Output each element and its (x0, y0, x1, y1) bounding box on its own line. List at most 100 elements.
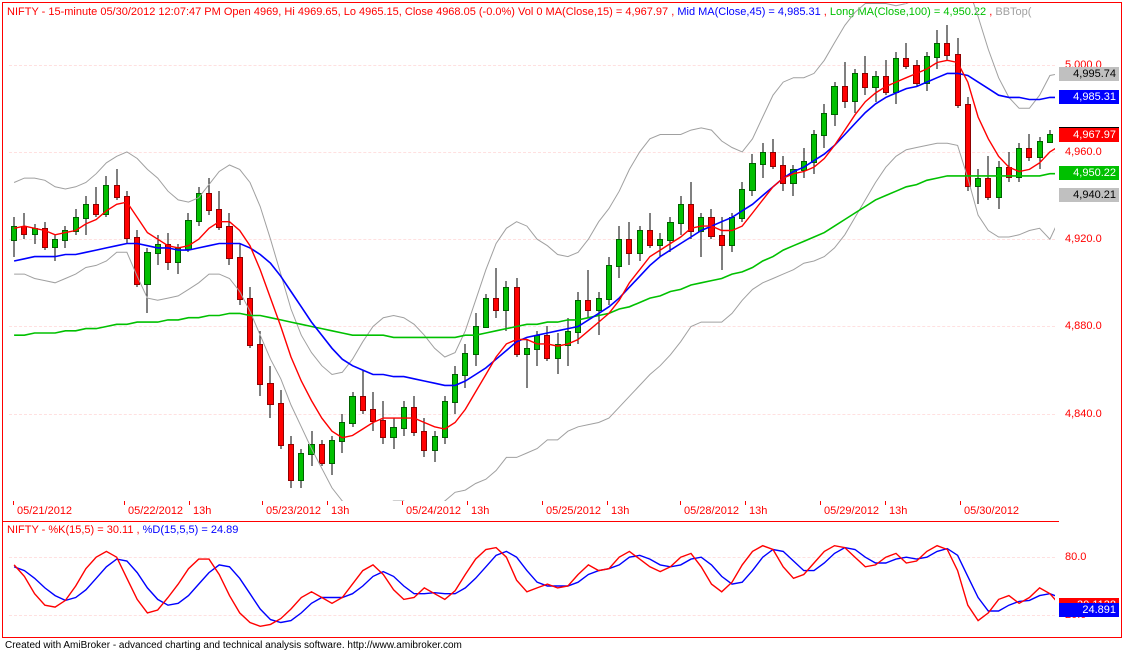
stochastic-pane[interactable]: NIFTY - %K(15,5) = 30.11 , %D(15,5,5) = … (3, 522, 1059, 636)
stoch-y-axis: 20.080.030.112824.891 (1061, 522, 1123, 636)
candle (1016, 3, 1022, 501)
candle (503, 3, 509, 501)
candle (862, 3, 868, 501)
candle (144, 3, 150, 501)
candle (206, 3, 212, 501)
candle (21, 3, 27, 501)
candle (247, 3, 253, 501)
candle (155, 3, 161, 501)
candle (596, 3, 602, 501)
candle (380, 3, 386, 501)
candle (319, 3, 325, 501)
candle (811, 3, 817, 501)
candle (390, 3, 396, 501)
candle (493, 3, 499, 501)
candle (893, 3, 899, 501)
candle (585, 3, 591, 501)
candle (473, 3, 479, 501)
candle (42, 3, 48, 501)
candle (688, 3, 694, 501)
candle (370, 3, 376, 501)
candle (514, 3, 520, 501)
candle (226, 3, 232, 501)
x-tick-label: 13h (331, 505, 349, 517)
candle (349, 3, 355, 501)
candle (196, 3, 202, 501)
y-tick-label: 4,960.0 (1065, 146, 1102, 158)
candle (421, 3, 427, 501)
price-badge: 4,940.21 (1059, 188, 1119, 202)
stoch-plot-area (9, 522, 1055, 636)
price-badge: 4,950.22 (1059, 166, 1119, 180)
candle (780, 3, 786, 501)
candle (913, 3, 919, 501)
candle (842, 3, 848, 501)
stoch-lines (9, 522, 1055, 636)
candle (555, 3, 561, 501)
candle (134, 3, 140, 501)
candle (237, 3, 243, 501)
candle (698, 3, 704, 501)
candle (62, 3, 68, 501)
candle (462, 3, 468, 501)
candle (288, 3, 294, 501)
x-tick-label: 05/30/2012 (964, 505, 1019, 517)
price-plot-area (9, 3, 1055, 501)
candle (719, 3, 725, 501)
candle (831, 3, 837, 501)
candle (903, 3, 909, 501)
candle (278, 3, 284, 501)
candle (52, 3, 58, 501)
candle (637, 3, 643, 501)
candle (965, 3, 971, 501)
candle (985, 3, 991, 501)
x-tick-label: 05/22/2012 (128, 505, 183, 517)
candle (1037, 3, 1043, 501)
x-axis: 05/21/201205/22/201213h05/23/201213h05/2… (9, 501, 1055, 521)
candle (114, 3, 120, 501)
candle (452, 3, 458, 501)
x-tick-label: 05/29/2012 (824, 505, 879, 517)
price-badge: 4,995.74 (1059, 67, 1119, 81)
candle (1047, 3, 1053, 501)
candle (657, 3, 663, 501)
candle (544, 3, 550, 501)
candle (626, 3, 632, 501)
candle (432, 3, 438, 501)
candle (852, 3, 858, 501)
x-tick-label: 13h (749, 505, 767, 517)
candle (93, 3, 99, 501)
price-badge: 4,967.97 (1059, 128, 1119, 142)
candle (575, 3, 581, 501)
x-tick-label: 13h (611, 505, 629, 517)
candle (165, 3, 171, 501)
price-pane[interactable]: NIFTY - 15-minute 05/30/2012 12:07:47 PM… (3, 3, 1059, 522)
candle (401, 3, 407, 501)
candle (883, 3, 889, 501)
y-tick-label: 4,920.0 (1065, 233, 1102, 245)
candle (83, 3, 89, 501)
x-tick-label: 13h (471, 505, 489, 517)
candle (749, 3, 755, 501)
candle (411, 3, 417, 501)
candle (606, 3, 612, 501)
candle (216, 3, 222, 501)
candle (975, 3, 981, 501)
candle (872, 3, 878, 501)
candle (924, 3, 930, 501)
candle (616, 3, 622, 501)
candle (73, 3, 79, 501)
candle (996, 3, 1002, 501)
candle (175, 3, 181, 501)
candle (32, 3, 38, 501)
candle (124, 3, 130, 501)
price-badge: 4,985.31 (1059, 90, 1119, 104)
candle (103, 3, 109, 501)
candle (801, 3, 807, 501)
candle (729, 3, 735, 501)
footer-credit: Created with AmiBroker - advanced charti… (5, 640, 462, 651)
candle (678, 3, 684, 501)
candle (647, 3, 653, 501)
y-tick-label: 4,880.0 (1065, 320, 1102, 332)
candle (308, 3, 314, 501)
